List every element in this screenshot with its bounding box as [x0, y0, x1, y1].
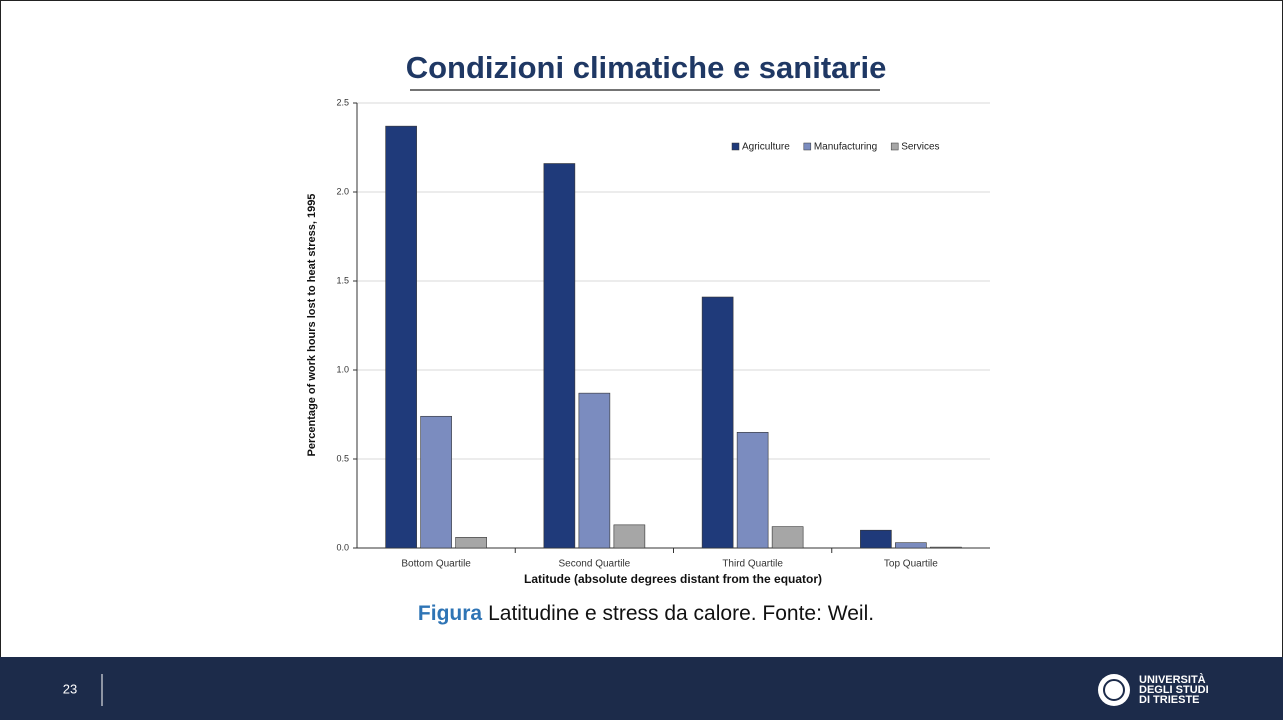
legend-swatch — [891, 143, 898, 150]
bar — [456, 537, 487, 548]
y-tick-label: 0.0 — [336, 542, 349, 552]
slide: Condizioni climatiche e sanitarie Percen… — [0, 0, 1283, 720]
y-tick-label: 2.0 — [336, 186, 349, 196]
caption-label: Figura — [418, 602, 482, 625]
bar — [772, 527, 803, 548]
x-tick-label: Second Quartile — [559, 559, 631, 570]
bar — [737, 432, 768, 548]
y-axis-label: Percentage of work hours lost to heat st… — [306, 194, 318, 457]
page-number: 23 — [63, 681, 77, 696]
bar — [895, 543, 926, 548]
y-tick-label: 2.5 — [336, 97, 349, 107]
y-tick-label: 0.5 — [336, 453, 349, 463]
caption-text: Latitudine e stress da calore. Fonte: We… — [488, 602, 874, 625]
bar — [860, 530, 891, 548]
bar — [579, 393, 610, 548]
slide-title: Condizioni climatiche e sanitarie — [406, 50, 887, 85]
legend-label: Agriculture — [742, 142, 790, 153]
x-axis-label: Latitude (absolute degrees distant from … — [524, 572, 822, 586]
legend-swatch — [732, 143, 739, 150]
logo-seal — [1098, 674, 1130, 706]
x-tick-label: Top Quartile — [884, 559, 938, 570]
bar — [614, 525, 645, 548]
y-tick-label: 1.5 — [336, 275, 349, 285]
bar — [702, 297, 733, 548]
bar — [930, 547, 961, 548]
footer-bar — [0, 657, 1283, 720]
legend-label: Services — [901, 142, 939, 153]
y-tick-label: 1.0 — [336, 364, 349, 374]
bar — [544, 164, 575, 548]
bar — [421, 416, 452, 548]
legend-label: Manufacturing — [814, 142, 877, 153]
logo-text: DI TRIESTE — [1139, 694, 1200, 706]
x-tick-label: Bottom Quartile — [401, 559, 471, 570]
legend-swatch — [804, 143, 811, 150]
x-tick-label: Third Quartile — [722, 559, 783, 570]
bar — [386, 126, 417, 548]
